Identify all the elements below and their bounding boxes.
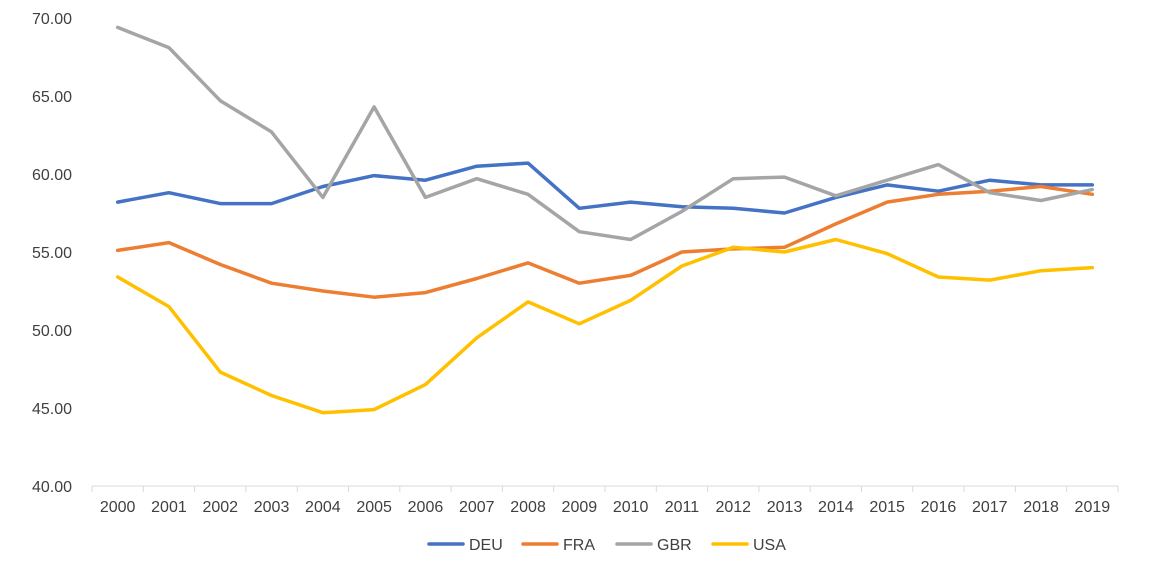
series-line-deu [115, 161, 1095, 215]
x-tick-label: 2019 [1075, 499, 1111, 516]
x-tick-label: 2007 [459, 499, 495, 516]
legend-item-fra: FRA [521, 537, 595, 554]
series-fra [115, 184, 1095, 299]
x-tick-label: 2012 [715, 499, 751, 516]
legend-item-gbr: GBR [615, 537, 692, 554]
series-lines [115, 25, 1095, 415]
x-axis-labels: 2000 2001 2002 2003 2004 2005 2006 2007 2008 2009… [100, 499, 1110, 516]
y-tick-label: 45.00 [32, 401, 72, 418]
series-usa [115, 237, 1095, 415]
y-tick-label: 40.00 [32, 479, 72, 496]
x-tick-marks [91, 486, 1119, 492]
series-line-usa [115, 237, 1095, 415]
x-tick-label: 2006 [408, 499, 444, 516]
x-tick-label: 2010 [613, 499, 649, 516]
legend-item-usa: USA [711, 537, 786, 554]
legend-label: USA [753, 537, 786, 554]
legend-label: FRA [563, 537, 595, 554]
legend-label: GBR [657, 537, 692, 554]
y-tick-label: 50.00 [32, 323, 72, 340]
series-line-fra [115, 184, 1095, 299]
series-deu [115, 161, 1095, 215]
series-line-gbr [115, 25, 1095, 242]
x-tick-label: 2011 [665, 499, 700, 516]
x-tick-label: 2003 [254, 499, 290, 516]
x-tick-label: 2018 [1023, 499, 1059, 516]
x-tick-label: 2002 [202, 499, 238, 516]
x-tick-label: 2016 [921, 499, 957, 516]
x-tick-label: 2015 [869, 499, 905, 516]
x-tick-label: 2008 [510, 499, 546, 516]
legend: DEU FRA GBR USA [427, 537, 786, 554]
x-tick-label: 2013 [767, 499, 803, 516]
y-tick-label: 55.00 [32, 245, 72, 262]
x-tick-label: 2004 [305, 499, 341, 516]
legend-item-deu: DEU [427, 537, 503, 554]
x-tick-label: 2001 [151, 499, 187, 516]
x-tick-label: 2009 [562, 499, 598, 516]
y-tick-label: 70.00 [32, 11, 72, 28]
x-tick-label: 2000 [100, 499, 136, 516]
x-tick-label: 2005 [356, 499, 392, 516]
series-gbr [115, 25, 1095, 242]
y-tick-label: 60.00 [32, 167, 72, 184]
x-tick-label: 2017 [972, 499, 1008, 516]
x-tick-label: 2014 [818, 499, 854, 516]
legend-label: DEU [469, 537, 503, 554]
y-axis-labels: 40.00 45.00 50.00 55.00 60.00 65.00 70.00 [32, 11, 72, 496]
y-tick-label: 65.00 [32, 89, 72, 106]
